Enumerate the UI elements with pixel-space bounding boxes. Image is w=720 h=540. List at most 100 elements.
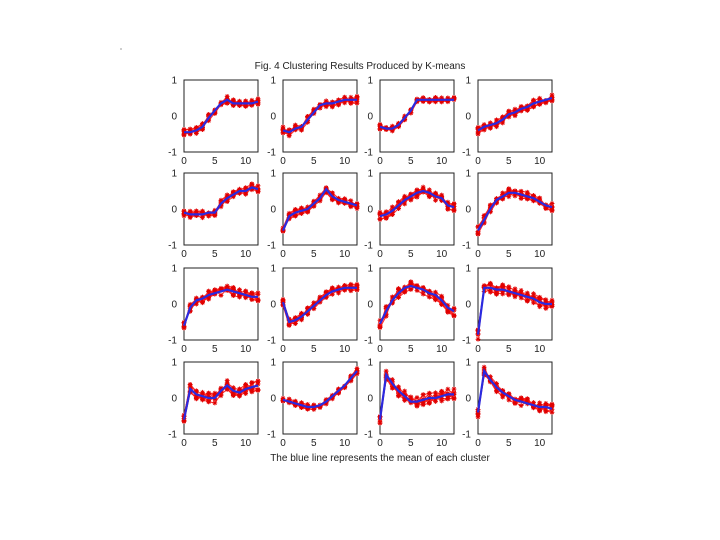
data-point-marker xyxy=(445,302,451,308)
y-tick-label: 1 xyxy=(465,169,471,180)
y-tick-label: 1 xyxy=(171,76,177,87)
data-point-marker xyxy=(537,102,543,107)
data-point-marker xyxy=(451,306,457,312)
data-point-marker xyxy=(531,102,536,108)
data-point-marker xyxy=(305,209,311,215)
data-point-marker xyxy=(524,196,530,202)
x-tick-label: 5 xyxy=(408,249,414,260)
data-point-marker xyxy=(475,224,481,229)
data-point-marker xyxy=(329,286,335,292)
data-point-marker xyxy=(512,401,518,406)
data-point-marker xyxy=(224,194,230,200)
x-tick-label: 5 xyxy=(408,438,414,449)
cluster-mean-line xyxy=(379,189,455,218)
cluster-mean-line xyxy=(282,98,357,134)
x-tick-label: 10 xyxy=(534,156,546,167)
data-point-marker xyxy=(243,391,249,397)
data-point-marker xyxy=(377,124,383,129)
data-point-marker xyxy=(377,126,383,132)
data-point-marker xyxy=(181,132,187,138)
cluster-mean-line xyxy=(379,284,455,325)
figure-title: Fig. 4 Clustering Results Produced by K-… xyxy=(255,61,466,72)
data-point-marker xyxy=(218,393,224,399)
data-point-marker xyxy=(451,206,457,212)
data-point-marker xyxy=(212,111,218,116)
x-tick-label: 10 xyxy=(339,249,351,260)
data-point-marker xyxy=(475,129,481,135)
data-point-marker xyxy=(280,126,286,132)
data-point-marker xyxy=(506,290,512,295)
data-point-marker xyxy=(408,196,414,202)
y-tick-label: 0 xyxy=(465,112,471,123)
data-point-marker xyxy=(292,127,298,133)
cluster-panel-8: 10-10 5 10 xyxy=(462,169,555,260)
data-point-marker xyxy=(200,121,205,126)
data-point-marker xyxy=(292,398,298,404)
data-point-marker xyxy=(549,406,555,412)
data-point-marker xyxy=(342,287,348,293)
data-point-marker xyxy=(487,288,493,293)
panel-frame xyxy=(379,79,455,153)
data-point-marker xyxy=(420,187,426,193)
data-point-marker xyxy=(237,387,242,393)
data-point-marker xyxy=(193,213,199,218)
y-tick-label: 0 xyxy=(270,112,276,123)
data-point-marker xyxy=(249,291,255,297)
cluster-panel-12: 10-10 5 10 xyxy=(462,264,555,355)
data-point-marker xyxy=(433,197,438,203)
data-point-marker xyxy=(193,396,199,402)
data-point-marker xyxy=(255,298,261,304)
data-point-marker xyxy=(377,325,383,330)
y-tick-label: 0 xyxy=(465,394,471,405)
x-tick-label: 0 xyxy=(475,249,481,260)
data-point-marker xyxy=(531,193,536,199)
data-point-marker xyxy=(531,291,536,297)
cluster-mean-line xyxy=(477,191,553,232)
data-point-marker xyxy=(475,125,481,130)
panel-frame xyxy=(379,267,455,341)
data-point-marker xyxy=(494,388,499,393)
data-point-marker xyxy=(500,190,506,196)
y-tick-label: 0 xyxy=(465,205,471,216)
data-point-marker xyxy=(292,122,298,128)
panel-frame xyxy=(183,79,259,153)
data-point-marker xyxy=(299,400,304,406)
data-point-marker xyxy=(433,289,438,295)
y-tick-label: 1 xyxy=(270,264,276,275)
y-tick-label: 0 xyxy=(367,300,373,311)
data-point-marker xyxy=(402,195,408,201)
x-tick-label: 0 xyxy=(377,249,383,260)
data-point-marker xyxy=(420,291,426,297)
data-point-marker xyxy=(518,295,524,301)
data-point-marker xyxy=(420,402,426,408)
y-tick-label: 1 xyxy=(367,76,373,87)
data-point-marker xyxy=(439,293,445,299)
data-point-marker xyxy=(389,204,395,210)
y-tick-label: 0 xyxy=(270,300,276,311)
data-point-marker xyxy=(481,127,487,133)
data-point-marker xyxy=(206,111,212,117)
data-point-marker xyxy=(230,292,236,297)
x-tick-label: 5 xyxy=(212,438,218,449)
panel-frame xyxy=(183,361,259,435)
y-tick-label: -1 xyxy=(168,430,177,441)
x-tick-label: 10 xyxy=(534,249,546,260)
data-point-marker xyxy=(218,287,224,292)
data-point-marker xyxy=(524,107,530,113)
x-tick-label: 0 xyxy=(377,156,383,167)
data-point-marker xyxy=(206,288,212,294)
data-point-marker xyxy=(193,125,199,131)
data-point-marker xyxy=(292,208,298,214)
x-tick-label: 10 xyxy=(436,249,448,260)
data-point-marker xyxy=(230,385,236,391)
data-point-marker xyxy=(249,380,255,385)
data-point-marker xyxy=(524,396,530,402)
x-tick-label: 5 xyxy=(408,344,414,355)
data-point-marker xyxy=(206,390,212,396)
data-point-marker xyxy=(500,394,506,400)
data-point-marker xyxy=(524,189,530,195)
y-tick-label: 1 xyxy=(171,358,177,369)
data-point-marker xyxy=(200,126,205,132)
data-point-marker xyxy=(445,386,451,392)
data-point-marker xyxy=(494,285,499,291)
